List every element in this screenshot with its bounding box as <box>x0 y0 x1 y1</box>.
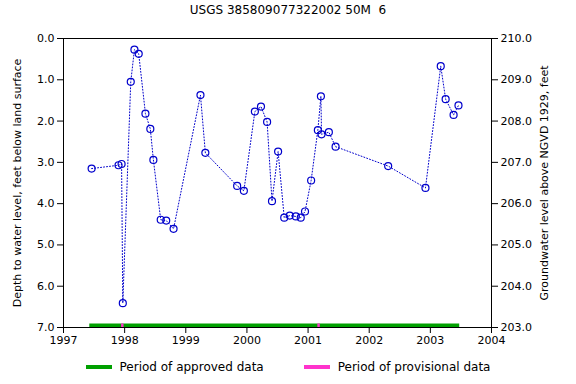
svg-text:1997: 1997 <box>50 334 78 347</box>
svg-text:2.0: 2.0 <box>37 115 55 128</box>
svg-text:3.0: 3.0 <box>37 156 55 169</box>
svg-text:2003: 2003 <box>416 334 444 347</box>
svg-text:1999: 1999 <box>172 334 200 347</box>
html-text:USGS 385809077322002 50M 6: USGS 385809077322002 50M 6 <box>189 3 387 17</box>
svg-text:208.0: 208.0 <box>501 115 533 128</box>
svg-text:6.0: 6.0 <box>37 280 55 293</box>
svg-text:0.0: 0.0 <box>37 32 55 45</box>
svg-text:2000: 2000 <box>233 334 261 347</box>
svg-text:2002: 2002 <box>355 334 383 347</box>
svg-text:2001: 2001 <box>294 334 322 347</box>
svg-text:5.0: 5.0 <box>37 238 55 251</box>
svg-text:7.0: 7.0 <box>37 321 55 334</box>
svg-text:1998: 1998 <box>111 334 139 347</box>
html-text:Period of provisional data: Period of provisional data <box>337 360 491 374</box>
svg-text:Groundwater level above NGVD 1: Groundwater level above NGVD 1929, feet <box>538 65 551 301</box>
svg-text:4.0: 4.0 <box>37 197 55 210</box>
svg-text:Depth to water level, feet bel: Depth to water level, feet below land su… <box>11 58 24 307</box>
html-text:Period of approved data: Period of approved data <box>119 360 264 374</box>
svg-text:210.0: 210.0 <box>501 32 533 45</box>
svg-text:207.0: 207.0 <box>501 156 533 169</box>
svg-text:205.0: 205.0 <box>501 238 533 251</box>
svg-text:2004: 2004 <box>478 334 506 347</box>
svg-text:206.0: 206.0 <box>501 197 533 210</box>
svg-text:209.0: 209.0 <box>501 73 533 86</box>
svg-text:1.0: 1.0 <box>37 73 55 86</box>
svg-text:204.0: 204.0 <box>501 280 533 293</box>
svg-text:203.0: 203.0 <box>501 321 533 334</box>
